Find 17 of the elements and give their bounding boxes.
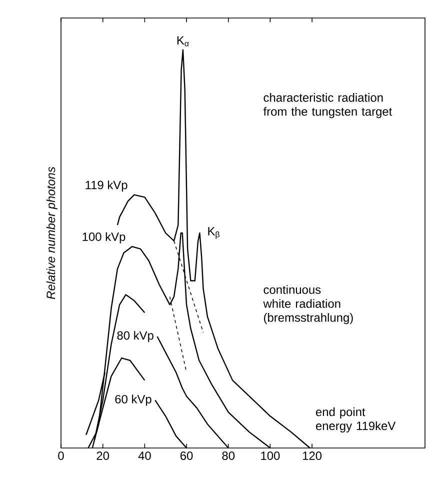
x-tick-label: 40 (138, 452, 151, 460)
x-tick-label: 60 (180, 452, 193, 460)
x-tick-label: 20 (96, 452, 110, 460)
annotation: K$_{α}$ (177, 36, 189, 46)
annotation: end point energy 119keV (316, 407, 396, 432)
x-tick-label: 0 (58, 452, 64, 460)
annotation: K$_{β}$ (208, 227, 220, 239)
x-tick-label: 120 (302, 452, 322, 460)
series-label: 80 kVp (117, 330, 154, 342)
x-tick-label: 100 (261, 452, 280, 460)
y-axis-title: Relative number photons (46, 166, 58, 300)
series-label: 119 kVp (86, 180, 128, 192)
x-tick-label: 80 (222, 452, 235, 460)
annotation: characteristic radiation from the tungsten target (263, 93, 392, 118)
series-label: 60 kVp (115, 394, 152, 406)
annotation: continuous white radiation (bremsstrahlung) (263, 285, 353, 324)
series-label: 100 kVp (82, 232, 126, 244)
